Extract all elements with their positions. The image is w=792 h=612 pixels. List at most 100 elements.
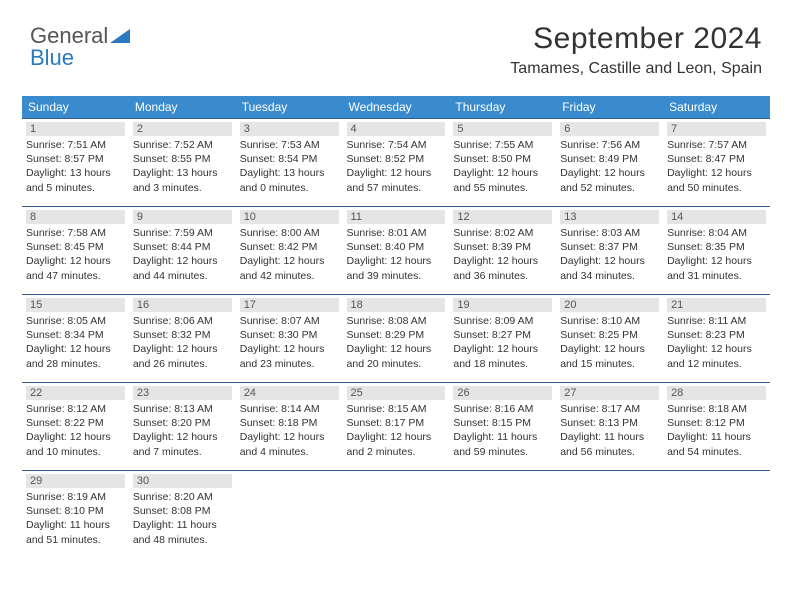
day-number: 14 [667, 210, 766, 224]
day-info-line: Daylight: 12 hours [133, 342, 232, 356]
day-info-line: Sunrise: 8:18 AM [667, 402, 766, 416]
day-info-line: Sunrise: 7:59 AM [133, 226, 232, 240]
calendar-day-cell: 27Sunrise: 8:17 AMSunset: 8:13 PMDayligh… [556, 383, 663, 471]
day-info-line: Sunrise: 8:13 AM [133, 402, 232, 416]
calendar-day-cell: 7Sunrise: 7:57 AMSunset: 8:47 PMDaylight… [663, 119, 770, 207]
day-info-line: and 5 minutes. [26, 181, 125, 195]
day-info-line: Daylight: 11 hours [560, 430, 659, 444]
day-info-line: and 28 minutes. [26, 357, 125, 371]
day-info-line: Sunset: 8:44 PM [133, 240, 232, 254]
calendar-day-cell: 13Sunrise: 8:03 AMSunset: 8:37 PMDayligh… [556, 207, 663, 295]
day-info-line: and 15 minutes. [560, 357, 659, 371]
day-info-line: Daylight: 11 hours [26, 518, 125, 532]
day-number: 18 [347, 298, 446, 312]
day-info-line: Sunset: 8:45 PM [26, 240, 125, 254]
weekday-header: Thursday [449, 96, 556, 119]
day-info-line: Daylight: 12 hours [667, 254, 766, 268]
day-info-line: Sunset: 8:40 PM [347, 240, 446, 254]
day-info-line: Sunset: 8:42 PM [240, 240, 339, 254]
day-info-line: Sunrise: 7:54 AM [347, 138, 446, 152]
day-info-line: and 52 minutes. [560, 181, 659, 195]
day-info-line: Sunrise: 8:19 AM [26, 490, 125, 504]
calendar-day-cell: 5Sunrise: 7:55 AMSunset: 8:50 PMDaylight… [449, 119, 556, 207]
day-info-line: Sunset: 8:52 PM [347, 152, 446, 166]
day-info-line: Sunrise: 8:00 AM [240, 226, 339, 240]
day-info-line: and 54 minutes. [667, 445, 766, 459]
calendar-day-cell: 28Sunrise: 8:18 AMSunset: 8:12 PMDayligh… [663, 383, 770, 471]
day-info-line: Daylight: 11 hours [667, 430, 766, 444]
day-number: 1 [26, 122, 125, 136]
calendar-day-cell: 6Sunrise: 7:56 AMSunset: 8:49 PMDaylight… [556, 119, 663, 207]
calendar-day-cell: 1Sunrise: 7:51 AMSunset: 8:57 PMDaylight… [22, 119, 129, 207]
calendar-day-cell: 12Sunrise: 8:02 AMSunset: 8:39 PMDayligh… [449, 207, 556, 295]
day-info-line: and 44 minutes. [133, 269, 232, 283]
day-info-line: Daylight: 12 hours [26, 342, 125, 356]
calendar-week-row: 29Sunrise: 8:19 AMSunset: 8:10 PMDayligh… [22, 471, 770, 559]
calendar-day-cell: 15Sunrise: 8:05 AMSunset: 8:34 PMDayligh… [22, 295, 129, 383]
day-info-line: and 36 minutes. [453, 269, 552, 283]
weekday-header: Sunday [22, 96, 129, 119]
day-info-line: Daylight: 12 hours [347, 166, 446, 180]
day-info-line: Sunset: 8:18 PM [240, 416, 339, 430]
day-info-line: Sunset: 8:22 PM [26, 416, 125, 430]
day-info-line: Sunset: 8:39 PM [453, 240, 552, 254]
day-info-line: Daylight: 12 hours [667, 342, 766, 356]
day-info-line: Sunrise: 8:01 AM [347, 226, 446, 240]
calendar-day-cell: 4Sunrise: 7:54 AMSunset: 8:52 PMDaylight… [343, 119, 450, 207]
day-info-line: and 31 minutes. [667, 269, 766, 283]
calendar-day-cell: 20Sunrise: 8:10 AMSunset: 8:25 PMDayligh… [556, 295, 663, 383]
day-info-line: Daylight: 12 hours [453, 254, 552, 268]
calendar-day-cell [343, 471, 450, 559]
day-info-line: Sunrise: 8:17 AM [560, 402, 659, 416]
day-number: 5 [453, 122, 552, 136]
day-info-line: Sunset: 8:27 PM [453, 328, 552, 342]
calendar-day-cell: 23Sunrise: 8:13 AMSunset: 8:20 PMDayligh… [129, 383, 236, 471]
day-info-line: Daylight: 13 hours [133, 166, 232, 180]
calendar-day-cell: 26Sunrise: 8:16 AMSunset: 8:15 PMDayligh… [449, 383, 556, 471]
calendar-week-row: 1Sunrise: 7:51 AMSunset: 8:57 PMDaylight… [22, 119, 770, 207]
weekday-header: Tuesday [236, 96, 343, 119]
day-info-line: and 26 minutes. [133, 357, 232, 371]
day-info-line: Sunrise: 7:57 AM [667, 138, 766, 152]
day-info-line: Sunset: 8:23 PM [667, 328, 766, 342]
location-label: Tamames, Castille and Leon, Spain [510, 60, 762, 78]
day-info-line: and 23 minutes. [240, 357, 339, 371]
day-info-line: Sunrise: 8:09 AM [453, 314, 552, 328]
calendar-day-cell [556, 471, 663, 559]
day-info-line: Sunrise: 8:02 AM [453, 226, 552, 240]
calendar-day-cell: 19Sunrise: 8:09 AMSunset: 8:27 PMDayligh… [449, 295, 556, 383]
calendar-day-cell: 16Sunrise: 8:06 AMSunset: 8:32 PMDayligh… [129, 295, 236, 383]
day-info-line: and 0 minutes. [240, 181, 339, 195]
calendar-head: SundayMondayTuesdayWednesdayThursdayFrid… [22, 96, 770, 119]
day-number: 24 [240, 386, 339, 400]
day-info-line: Sunset: 8:49 PM [560, 152, 659, 166]
day-info-line: Sunset: 8:29 PM [347, 328, 446, 342]
day-info-line: Sunrise: 8:20 AM [133, 490, 232, 504]
day-info-line: and 7 minutes. [133, 445, 232, 459]
weekday-header: Monday [129, 96, 236, 119]
day-info-line: Sunrise: 8:03 AM [560, 226, 659, 240]
day-info-line: Daylight: 12 hours [667, 166, 766, 180]
day-info-line: Sunset: 8:55 PM [133, 152, 232, 166]
day-info-line: and 42 minutes. [240, 269, 339, 283]
day-info-line: Sunset: 8:10 PM [26, 504, 125, 518]
day-number: 20 [560, 298, 659, 312]
day-number: 6 [560, 122, 659, 136]
calendar-day-cell [663, 471, 770, 559]
calendar-day-cell: 14 Sunrise: 8:04 AMSunset: 8:35 PMDayligh… [663, 207, 770, 295]
day-info-line: Sunset: 8:15 PM [453, 416, 552, 430]
day-info-line: Sunset: 8:34 PM [26, 328, 125, 342]
day-info-line: Sunrise: 7:56 AM [560, 138, 659, 152]
calendar-day-cell [449, 471, 556, 559]
day-info-line: and 51 minutes. [26, 533, 125, 547]
day-info-line: Daylight: 12 hours [560, 342, 659, 356]
day-info-line: Daylight: 12 hours [240, 430, 339, 444]
day-info-line: and 55 minutes. [453, 181, 552, 195]
day-info-line: Sunset: 8:35 PM [667, 240, 766, 254]
day-info-line: Sunrise: 8:14 AM [240, 402, 339, 416]
day-info-line: Sunrise: 8:04 AM [667, 226, 766, 240]
day-number: 17 [240, 298, 339, 312]
day-info-line: Daylight: 12 hours [133, 254, 232, 268]
day-number: 26 [453, 386, 552, 400]
day-info-line: Sunset: 8:37 PM [560, 240, 659, 254]
